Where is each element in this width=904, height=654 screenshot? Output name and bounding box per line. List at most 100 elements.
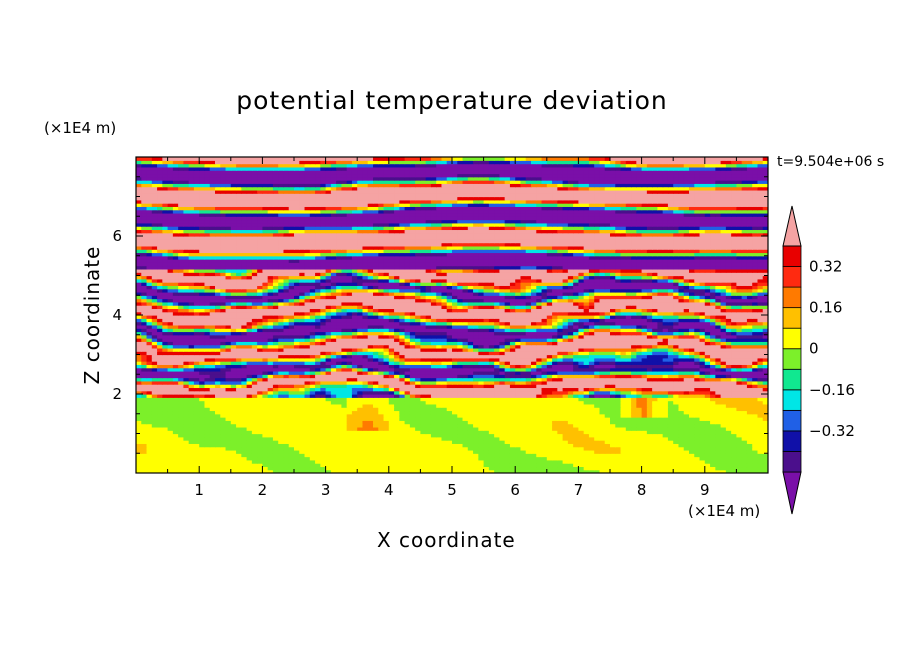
field-cell [641, 417, 648, 421]
field-cell [336, 387, 342, 392]
field-cell [704, 403, 711, 408]
field-cell [467, 397, 474, 402]
field-cell [236, 426, 242, 431]
field-cell [388, 403, 395, 408]
field-cell [599, 417, 606, 421]
field-cell [415, 413, 421, 418]
field-cell [594, 443, 601, 448]
field-cell [415, 463, 421, 468]
field-cell [188, 469, 195, 473]
field-cell [546, 413, 553, 418]
field-cell [710, 390, 716, 395]
field-cell [167, 384, 174, 389]
field-cell [288, 456, 295, 461]
field-cell [557, 390, 564, 395]
field-cell [452, 430, 458, 435]
field-cell [251, 420, 258, 425]
field-cell [504, 436, 511, 441]
field-cell [594, 403, 601, 408]
field-cell [515, 394, 522, 398]
field-cell [731, 446, 737, 451]
field-cell [562, 430, 569, 435]
field-cell [336, 417, 342, 421]
field-cell [731, 443, 737, 448]
field-cell [241, 390, 248, 395]
field-cell [620, 407, 627, 412]
field-cell [573, 433, 579, 438]
field-cell [136, 430, 142, 435]
field-cell [662, 403, 669, 408]
field-cell [710, 436, 716, 441]
x-axis-unit: (×1E4 m) [688, 502, 761, 520]
field-cell [262, 449, 269, 454]
field-cell [757, 410, 764, 415]
field-cell [151, 384, 158, 389]
field-cell [320, 430, 327, 435]
field-cell [641, 456, 648, 461]
field-cell [399, 423, 406, 428]
field-cell [415, 453, 421, 458]
field-cell [373, 459, 379, 464]
field-cell [178, 456, 184, 461]
field-cell [278, 456, 285, 461]
field-cell [725, 397, 732, 402]
field-cell [272, 433, 279, 438]
field-cell [657, 410, 664, 415]
field-cell [567, 387, 574, 392]
field-cell [246, 420, 253, 425]
field-cell [230, 430, 237, 435]
field-cell [467, 443, 474, 448]
field-cell [657, 413, 664, 418]
field-cell [657, 426, 664, 431]
field-cell [257, 420, 263, 425]
field-cell [694, 453, 701, 458]
field-cell [488, 400, 495, 405]
field-cell [304, 400, 311, 405]
field-cell [757, 387, 764, 392]
field-cell [552, 403, 558, 408]
field-cell [209, 443, 216, 448]
field-cell [736, 436, 743, 441]
field-cell [383, 469, 390, 473]
field-cell [199, 463, 206, 468]
field-cell [683, 436, 690, 441]
field-cell [336, 463, 342, 468]
field-cell [604, 463, 611, 468]
field-cell [236, 384, 242, 389]
field-cell [267, 394, 274, 398]
field-cell [762, 390, 768, 395]
field-cell [404, 407, 411, 412]
field-cell [467, 456, 474, 461]
field-cell [436, 400, 443, 405]
field-cell [646, 466, 653, 471]
field-cell [351, 390, 358, 395]
field-cell [336, 420, 342, 425]
field-cell [383, 436, 390, 441]
field-cell [272, 400, 279, 405]
field-cell [157, 443, 163, 448]
field-cell [183, 440, 190, 444]
field-cell [457, 453, 464, 458]
field-cell [315, 417, 321, 421]
field-cell [141, 449, 148, 454]
field-cell [294, 417, 300, 421]
field-cell [183, 426, 190, 431]
field-cell [378, 456, 385, 461]
field-cell [752, 443, 759, 448]
field-cell [715, 400, 722, 405]
field-cell [662, 436, 669, 441]
field-cell [388, 410, 395, 415]
field-cell [567, 466, 574, 471]
field-cell [346, 459, 353, 464]
field-cell [430, 417, 437, 421]
field-cell [673, 433, 680, 438]
field-cell [204, 413, 211, 418]
field-cell [151, 463, 158, 468]
field-cell [162, 417, 169, 421]
field-cell [509, 453, 516, 458]
field-cell [346, 456, 353, 461]
field-cell [241, 407, 248, 412]
field-cell [604, 436, 611, 441]
field-cell [315, 459, 321, 464]
field-cell [741, 413, 748, 418]
